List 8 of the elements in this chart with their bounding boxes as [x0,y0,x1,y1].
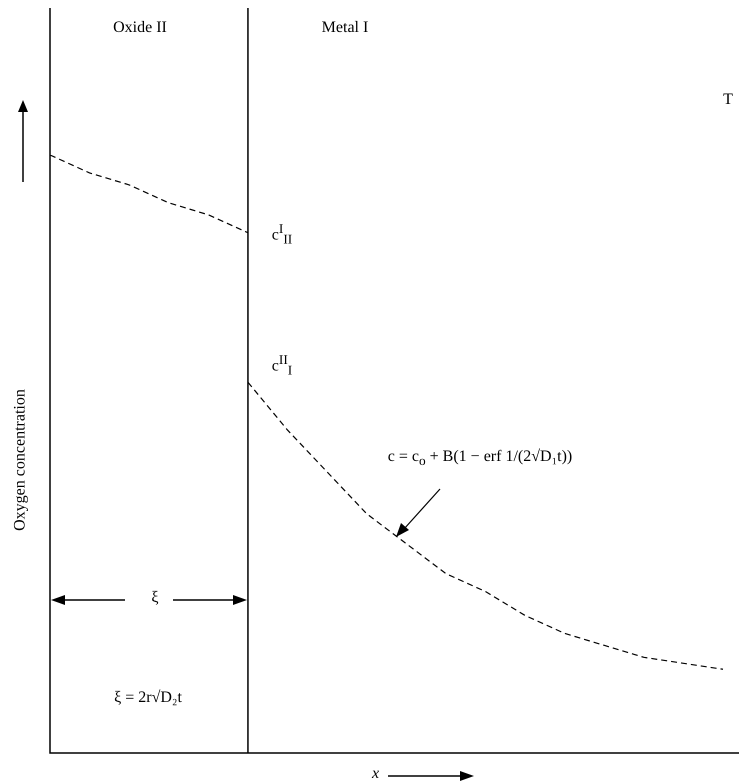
text: Oxide II [112,18,168,38]
annotation: ξ = 2r√D₂t [113,688,183,708]
y-axis-title: Oxygen concentration [10,389,30,531]
annotation: c = c$_{o}$ + B(1 − erf 1/(2√D₁t)) [386,447,574,470]
x-axis-title: x [372,764,380,784]
text: T [722,90,734,110]
annotation: ξ [150,588,160,608]
text: Metal I [320,18,370,38]
